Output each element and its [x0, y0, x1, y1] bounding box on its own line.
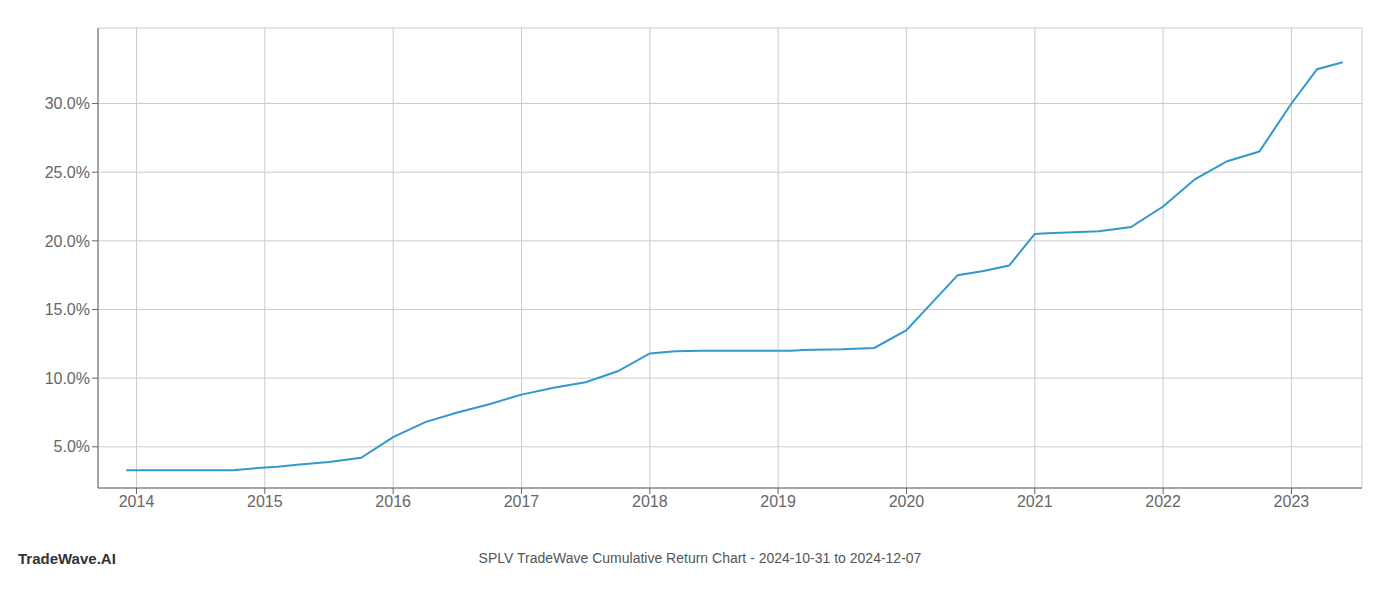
svg-text:30.0%: 30.0% [45, 95, 90, 112]
svg-text:2016: 2016 [375, 493, 411, 510]
svg-text:2021: 2021 [1017, 493, 1053, 510]
svg-text:2015: 2015 [247, 493, 283, 510]
html-text:SPLV TradeWave Cumulative Retu: SPLV TradeWave Cumulative Return Chart -… [478, 550, 922, 566]
svg-text:2018: 2018 [632, 493, 668, 510]
svg-text:20.0%: 20.0% [45, 233, 90, 250]
svg-text:2019: 2019 [760, 493, 796, 510]
svg-text:2014: 2014 [119, 493, 155, 510]
svg-text:2017: 2017 [504, 493, 540, 510]
html-text:TradeWave.AI: TradeWave.AI [18, 549, 116, 567]
svg-text:5.0%: 5.0% [54, 438, 90, 455]
svg-text:25.0%: 25.0% [45, 164, 90, 181]
svg-text:10.0%: 10.0% [45, 370, 90, 387]
svg-text:2020: 2020 [889, 493, 925, 510]
svg-text:2022: 2022 [1145, 493, 1181, 510]
svg-text:2023: 2023 [1274, 493, 1310, 510]
svg-text:15.0%: 15.0% [45, 301, 90, 318]
